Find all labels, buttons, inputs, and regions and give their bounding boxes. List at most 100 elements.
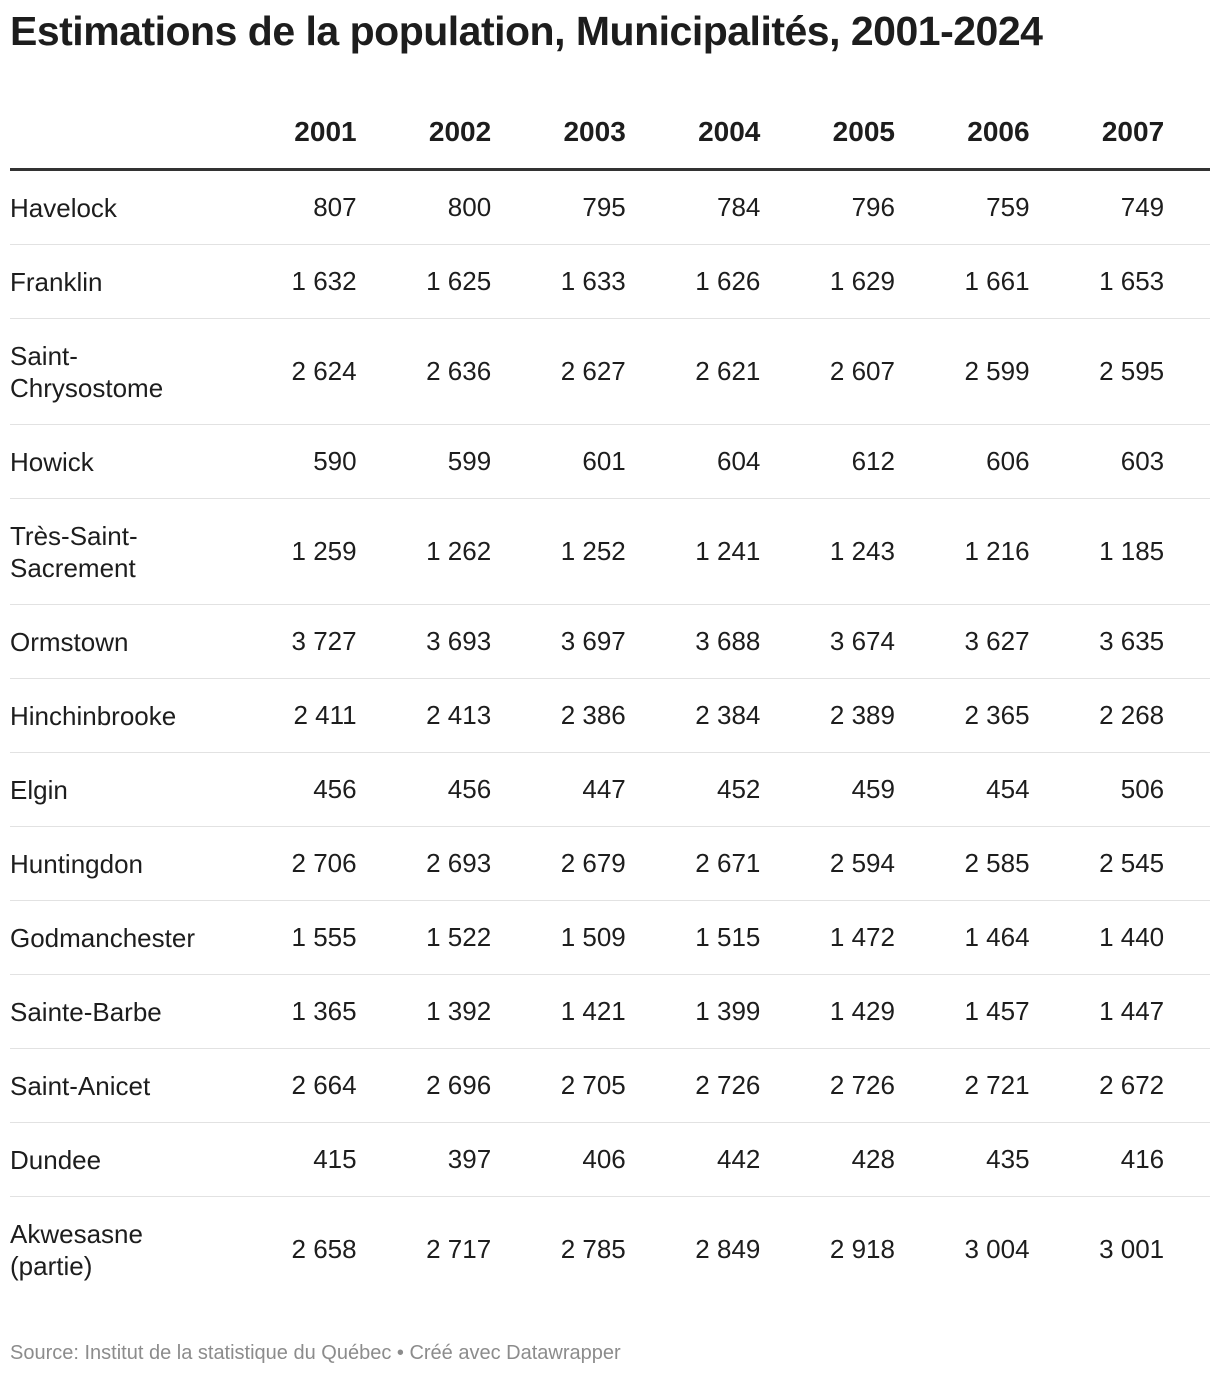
table-cell-value: 2 411 [222, 678, 357, 753]
table-cell-value: 415 [222, 1122, 357, 1197]
table-cell-spacer [1164, 826, 1211, 901]
row-label: Saint-Anicet [10, 1048, 222, 1123]
table-cell-value: 2 386 [491, 678, 626, 753]
table-cell-value: 1 421 [491, 974, 626, 1049]
table-cell-value: 795 [491, 169, 626, 245]
table-cell-value: 1 472 [760, 900, 895, 975]
table-cell-value: 1 661 [894, 244, 1030, 319]
table-cell-value: 2 785 [560, 1234, 626, 1264]
table-cell-value: 1 216 [894, 498, 1030, 605]
row-label: Godmanchester [10, 900, 222, 975]
table-row: Hinchinbrooke 2 411 2 413 2 386 2 384 2 389 2 … [10, 678, 1211, 753]
table-cell-value: 1 392 [356, 974, 492, 1049]
column-header-2001[interactable]: 2001 [222, 96, 357, 171]
table-cell-value: 759 [894, 169, 1030, 245]
table-body: Havelock 807 800 795 784 796 759 749 Franklin 1 6… [10, 169, 1211, 1303]
table-cell-value: 2 627 [491, 318, 626, 425]
table-cell-value: 3 727 [222, 604, 357, 679]
table-cell-spacer [1164, 424, 1211, 499]
table-cell-value: 3 001 [1099, 1234, 1165, 1264]
table-cell-value: 1 555 [222, 900, 357, 975]
table-cell-value: 2 717 [426, 1234, 492, 1264]
table-row: Ormstown 3 727 3 693 3 697 3 688 3 674 3 627 3 … [10, 604, 1211, 679]
column-header-2005[interactable]: 2005 [760, 96, 895, 171]
table-cell-value: 2 726 [625, 1048, 761, 1123]
table-cell-value: 1 399 [625, 974, 761, 1049]
table-cell-value: 606 [894, 424, 1030, 499]
table-cell-value: 2 679 [491, 826, 626, 901]
table-cell-value: 1 365 [222, 974, 357, 1049]
table-cell-value: 603 [1029, 424, 1165, 499]
column-header-2004[interactable]: 2004 [625, 96, 761, 171]
table-cell-spacer [1164, 1122, 1211, 1197]
table-cell-value: 1 626 [625, 244, 761, 319]
table-row: Franklin 1 632 1 625 1 633 1 626 1 629 1 661 1 … [10, 244, 1211, 319]
table-cell-value: 416 [1029, 1122, 1165, 1197]
row-label: Akwesasne (partie) [10, 1218, 143, 1281]
table-cell-spacer [1164, 678, 1211, 753]
table-cell-value: 3 635 [1029, 604, 1165, 679]
table-cell-value: 428 [760, 1122, 895, 1197]
table-cell-value: 1 633 [491, 244, 626, 319]
table-cell-value: 2 365 [894, 678, 1030, 753]
table-cell-value: 2 849 [695, 1234, 761, 1264]
table-cell-value: 2 664 [222, 1048, 357, 1123]
table-cell-value: 1 515 [625, 900, 761, 975]
row-label: Ormstown [10, 604, 222, 679]
table-cell-spacer [1164, 974, 1211, 1049]
table-cell-value: 459 [760, 752, 895, 827]
table-cell-spacer [1164, 318, 1211, 425]
table-cell-value: 3 004 [964, 1234, 1030, 1264]
table-cell-value: 612 [760, 424, 895, 499]
table-cell-value: 397 [356, 1122, 492, 1197]
table-cell-value: 1 241 [625, 498, 761, 605]
table-row: Havelock 807 800 795 784 796 759 749 [10, 169, 1211, 245]
row-label: Très-Saint- Sacrement [10, 498, 222, 605]
table-row: Akwesasne (partie) 2 658 2 717 2 785 2 849 2 9… [10, 1197, 1210, 1303]
table-cell-value: 2 705 [491, 1048, 626, 1123]
table-row: Très-Saint- Sacrement 1 259 1 262 1 252 1 241… [10, 498, 1211, 605]
row-label: Howick [10, 424, 222, 499]
table-cell-value: 1 522 [356, 900, 492, 975]
table-cell-value: 3 674 [760, 604, 895, 679]
table-cell-value: 2 636 [356, 318, 492, 425]
table-cell-value: 604 [625, 424, 761, 499]
table-cell-value: 1 625 [356, 244, 492, 319]
table-cell-value: 1 440 [1029, 900, 1165, 975]
table-row: Saint-Anicet 2 664 2 696 2 705 2 726 2 726 2 7… [10, 1048, 1211, 1123]
column-header-2003[interactable]: 2003 [491, 96, 626, 171]
table-cell-value: 599 [356, 424, 492, 499]
table-cell-value: 2 696 [356, 1048, 492, 1123]
column-header-2006[interactable]: 2006 [894, 96, 1030, 171]
table-cell-spacer [1164, 169, 1211, 245]
table-cell-value: 2 693 [356, 826, 492, 901]
table-cell-value: 1 243 [760, 498, 895, 605]
table-row: Godmanchester 1 555 1 522 1 509 1 515 1 472 1 … [10, 900, 1211, 975]
column-header-2007[interactable]: 2007 [1029, 96, 1165, 171]
row-label: Havelock [10, 169, 222, 245]
table-row: Dundee 415 397 406 442 428 435 416 [10, 1122, 1211, 1197]
table-cell-value: 1 509 [491, 900, 626, 975]
table-cell-value: 2 545 [1029, 826, 1165, 901]
table-cell-value: 2 918 [829, 1234, 895, 1264]
column-header-2002[interactable]: 2002 [356, 96, 492, 171]
table-cell-value: 590 [222, 424, 357, 499]
table-cell-value: 1 259 [222, 498, 357, 605]
page-title: Estimations de la population, Municipali… [10, 8, 1043, 54]
table-cell-value: 1 653 [1029, 244, 1165, 319]
table-row: Elgin 456 456 447 452 459 454 506 [10, 752, 1211, 827]
table-cell-value: 2 721 [894, 1048, 1030, 1123]
table-row: Saint- Chrysostome 2 624 2 636 2 627 2 621 2 6… [10, 318, 1211, 425]
table-cell-value: 1 632 [222, 244, 357, 319]
table-cell-value: 454 [894, 752, 1030, 827]
table-cell-spacer [1164, 1048, 1211, 1123]
row-label: Saint- Chrysostome [10, 318, 222, 425]
table-cell-value: 2 672 [1029, 1048, 1165, 1123]
table-cell-value: 2 595 [1029, 318, 1165, 425]
table-cell-spacer [1164, 498, 1211, 605]
table-cell-value: 1 447 [1029, 974, 1165, 1049]
row-label: Elgin [10, 752, 222, 827]
table-cell-spacer [1164, 1197, 1210, 1303]
table-cell-value: 2 621 [625, 318, 761, 425]
column-header-municipality[interactable] [10, 96, 222, 171]
